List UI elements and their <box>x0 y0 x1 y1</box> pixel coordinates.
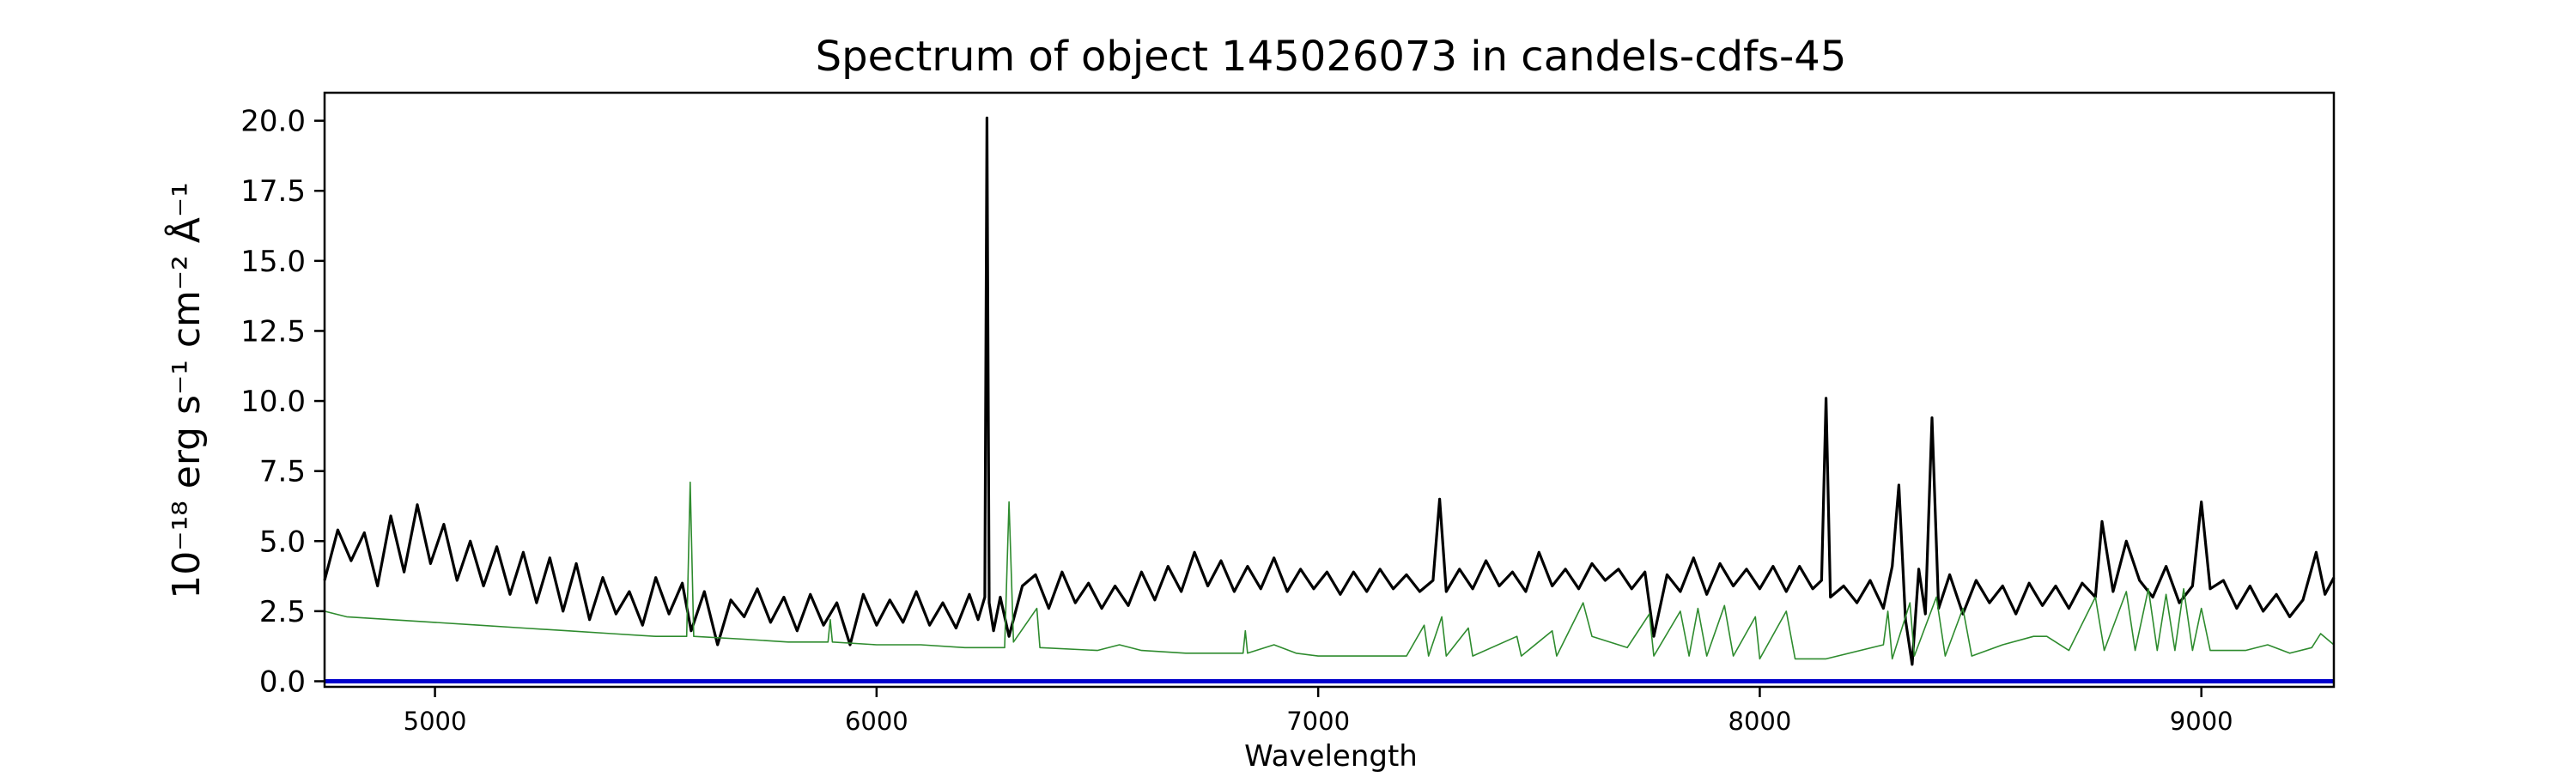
x-tick-label: 6000 <box>845 707 908 736</box>
y-axis-label: 10⁻¹⁸ erg s⁻¹ cm⁻² Å⁻¹ <box>163 182 209 598</box>
y-tick-label: 5.0 <box>259 525 306 559</box>
plot-frame <box>323 91 2336 689</box>
axis-layer: 0.0 2.5 5.0 7.5 10.0 12.5 15.0 17.5 20.0 5000 6000… <box>240 105 2233 736</box>
y-tick-label: 0.0 <box>259 665 306 699</box>
y-tick-label: 17.5 <box>240 174 306 209</box>
series-line-0 <box>323 116 2336 666</box>
y-tick-label: 10.0 <box>240 385 306 419</box>
x-tick-label: 7000 <box>1286 707 1350 736</box>
series-line-1 <box>324 481 2335 660</box>
x-tick-label: 9000 <box>2170 707 2233 736</box>
chart-title: Spectrum of object 145026073 in candels-… <box>816 33 1847 81</box>
x-tick-label: 8000 <box>1728 707 1792 736</box>
y-tick-label: 2.5 <box>259 595 306 629</box>
x-axis-label: Wavelength <box>1244 739 1418 773</box>
y-tick-label: 20.0 <box>240 105 306 139</box>
series-layer <box>323 116 2336 683</box>
y-tick-label: 15.0 <box>240 245 306 279</box>
y-tick-label: 7.5 <box>259 455 306 489</box>
y-tick-label: 12.5 <box>240 314 306 349</box>
x-tick-label: 5000 <box>404 707 467 736</box>
